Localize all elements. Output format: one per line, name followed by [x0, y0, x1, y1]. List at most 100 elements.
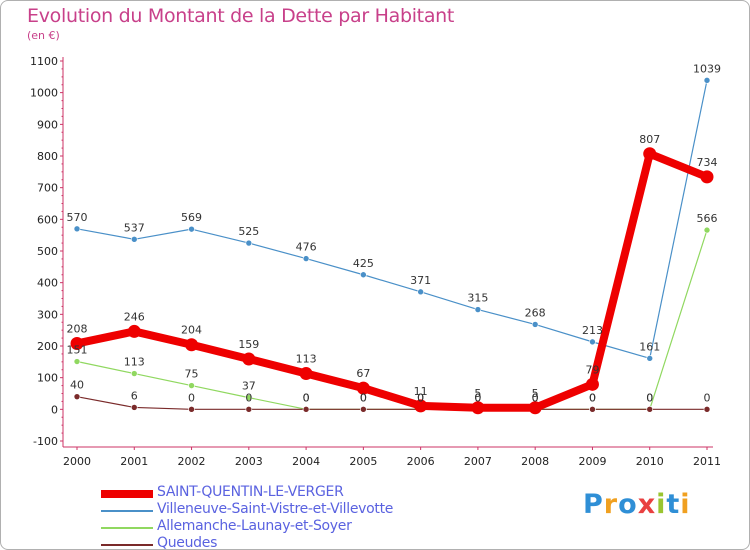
data-point	[417, 288, 424, 296]
data-labels: 208 246 204 159 113 67 11 5 5 79 807 734 570 537 569 52…	[67, 62, 722, 404]
y-tick-label: 600	[37, 213, 58, 226]
y-tick-label: 500	[37, 245, 58, 258]
data-label: 268	[525, 306, 546, 319]
chart-title: Evolution du Montant de la Dette par Hab…	[27, 5, 455, 27]
data-label: 0	[417, 391, 424, 404]
x-tick-label: 2009	[578, 455, 606, 468]
data-label: 0	[303, 391, 310, 404]
data-label: 0	[188, 391, 195, 404]
data-label: 0	[303, 391, 310, 404]
data-point	[703, 77, 711, 84]
data-label: 67	[356, 367, 370, 380]
series-points	[70, 77, 714, 415]
legend-label: SAINT-QUENTIN-LE-VERGER	[157, 484, 344, 500]
data-label: 208	[67, 322, 88, 335]
y-tick-label: 1100	[30, 55, 58, 68]
x-tick-label: 2002	[178, 455, 206, 468]
y-tick-label: 400	[37, 277, 58, 290]
series-lines	[73, 79, 711, 412]
data-point	[127, 324, 141, 338]
data-label: 476	[296, 241, 317, 254]
data-point	[130, 404, 138, 411]
data-label: 0	[646, 391, 653, 404]
legend-swatch	[101, 527, 153, 529]
data-label: 1039	[693, 62, 721, 75]
x-tick-label: 2004	[292, 455, 320, 468]
data-label: 0	[474, 391, 481, 404]
x-tick-label: 2007	[464, 455, 492, 468]
data-point	[73, 393, 81, 400]
data-point	[360, 406, 367, 413]
x-tick-label: 2001	[120, 455, 148, 468]
y-tick-label: 100	[37, 372, 58, 385]
y-tick-label: 800	[37, 150, 58, 163]
data-label: 569	[181, 211, 202, 224]
data-point	[646, 355, 654, 362]
data-label: 5	[532, 387, 539, 400]
data-label: 807	[639, 133, 660, 146]
data-point	[589, 406, 596, 413]
y-tick-label: 900	[37, 118, 58, 131]
data-label: 0	[532, 391, 539, 404]
data-point	[528, 401, 542, 415]
proxiti-logo: Proxiti	[583, 489, 691, 520]
data-label: 570	[67, 211, 88, 224]
data-label: 0	[646, 391, 653, 404]
data-label: 6	[131, 389, 138, 402]
data-point	[471, 401, 485, 415]
y-tick-label: 200	[37, 340, 58, 353]
data-point	[474, 306, 482, 313]
data-point	[73, 225, 81, 233]
data-point	[245, 406, 253, 413]
data-point	[299, 367, 313, 381]
legend-item: Villeneuve-Saint-Vistre-et-Villevotte	[101, 501, 501, 519]
data-point	[188, 406, 195, 413]
data-label: 75	[185, 368, 199, 381]
data-point	[414, 399, 428, 413]
legend-label: Queudes	[157, 535, 218, 550]
legend-item: Queudes	[101, 535, 501, 550]
x-tick-label: 2006	[407, 455, 435, 468]
legend-label: Villeneuve-Saint-Vistre-et-Villevotte	[157, 501, 394, 517]
legend-swatch	[101, 544, 153, 546]
data-label: 11	[414, 385, 428, 398]
logo-letter: t	[666, 489, 681, 520]
x-tick-label: 2008	[521, 455, 549, 468]
data-label: 79	[585, 363, 599, 376]
x-tick-label: 2000	[63, 455, 91, 468]
data-point	[130, 370, 138, 377]
data-label: 113	[124, 356, 145, 369]
legend-label: Allemanche-Launay-et-Soyer	[157, 518, 352, 534]
data-label: 0	[589, 391, 596, 404]
x-tick-label: 2005	[349, 455, 377, 468]
legend: SAINT-QUENTIN-LE-VERGER Villeneuve-Saint…	[101, 484, 501, 550]
data-label: 566	[697, 212, 718, 225]
data-label: 246	[124, 310, 145, 323]
data-point	[188, 225, 195, 233]
logo-letter: i	[656, 489, 667, 520]
x-tick-label: 2010	[636, 455, 664, 468]
data-point	[356, 381, 370, 395]
data-point	[302, 406, 310, 413]
data-label: 0	[704, 391, 711, 404]
data-label: 0	[474, 391, 481, 404]
data-label: 734	[697, 156, 718, 169]
data-point	[70, 336, 84, 350]
logo-letter: o	[618, 489, 638, 520]
data-point	[589, 338, 596, 346]
data-label: 37	[242, 380, 256, 393]
x-tick-label: 2003	[235, 455, 263, 468]
data-label: 0	[360, 391, 367, 404]
data-point	[245, 394, 253, 401]
data-point	[646, 406, 654, 413]
legend-swatch	[101, 510, 153, 512]
data-point	[188, 382, 195, 389]
data-point	[585, 377, 599, 391]
data-label: 159	[238, 338, 259, 351]
data-point	[643, 147, 657, 161]
data-label: 0	[245, 391, 252, 404]
data-label: 5	[474, 387, 481, 400]
data-label: 0	[417, 391, 424, 404]
data-point	[185, 338, 199, 352]
y-tick-label: -100	[33, 435, 58, 448]
